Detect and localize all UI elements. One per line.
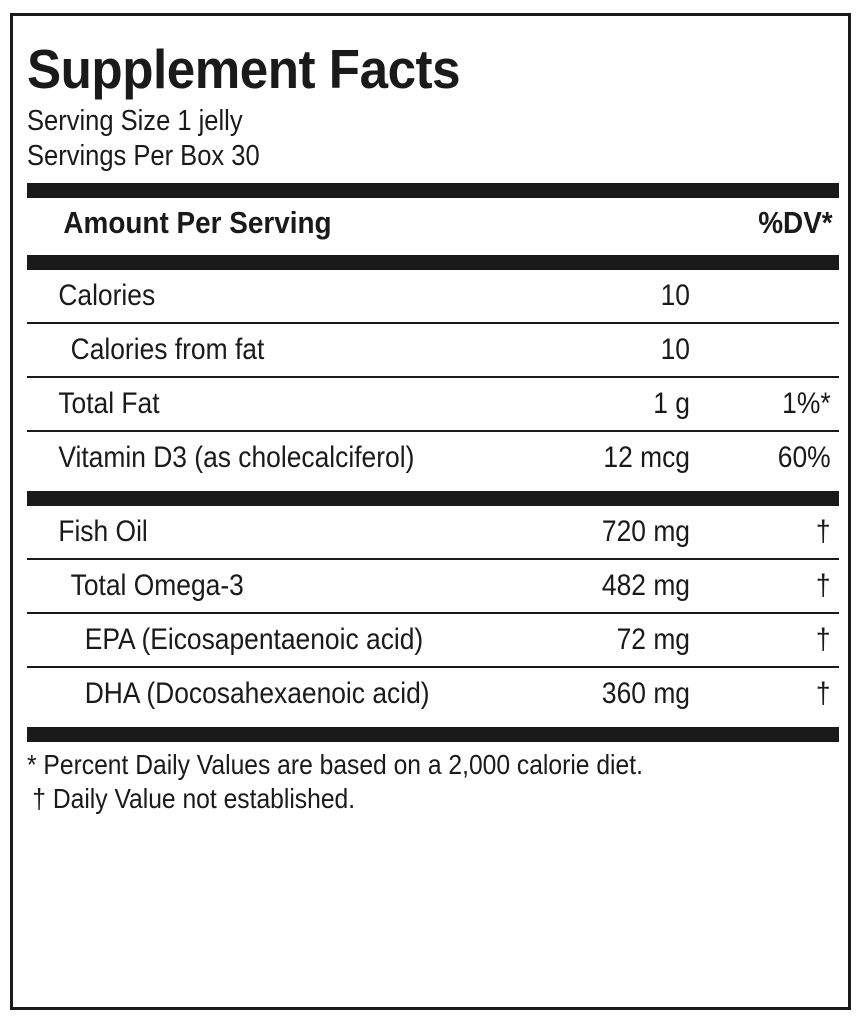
footnotes-section: * Percent Daily Values are based on a 2,… xyxy=(27,742,839,816)
nutrient-daily-value: † xyxy=(815,677,831,710)
nutrient-name: Fish Oil xyxy=(58,515,148,548)
nutrient-amount: 360 mg xyxy=(601,677,690,710)
row-divider xyxy=(27,430,839,432)
row-divider xyxy=(27,322,839,324)
row-divider xyxy=(27,558,839,560)
page-title: Supplement Facts xyxy=(27,38,461,100)
table-row: Total Fat 1 g 1%* xyxy=(27,378,839,430)
nutrient-name: DHA (Docosahexaenoic acid) xyxy=(84,677,430,710)
row-divider xyxy=(27,666,839,668)
table-row: DHA (Docosahexaenoic acid) 360 mg † xyxy=(27,668,839,720)
nutrient-daily-value: 60% xyxy=(777,441,831,474)
serving-size-text: Serving Size 1 jelly xyxy=(27,105,243,137)
nutrient-daily-value: † xyxy=(815,515,831,548)
nutrient-name: Calories xyxy=(58,279,156,312)
table-row: Fish Oil 720 mg † xyxy=(27,506,839,558)
divider-bar-proprietary-blend xyxy=(27,491,839,506)
nutrient-name: Vitamin D3 (as cholecalciferol) xyxy=(58,441,415,474)
nutrient-name: Total Omega-3 xyxy=(70,569,244,602)
nutrient-name: Total Fat xyxy=(58,387,160,420)
nutrient-amount: 482 mg xyxy=(601,569,690,602)
nutrient-daily-value: † xyxy=(815,623,831,656)
nutrient-amount: 12 mcg xyxy=(603,441,690,474)
column-header-row: Amount Per Serving %DV* xyxy=(27,198,839,248)
table-row: Calories from fat 10 xyxy=(27,324,839,376)
table-row: Vitamin D3 (as cholecalciferol) 12 mcg 6… xyxy=(27,432,839,484)
daily-value-header: %DV* xyxy=(758,205,833,240)
nutrient-daily-value: † xyxy=(815,569,831,602)
serving-information: Serving Size 1 jelly Servings Per Box 30 xyxy=(27,104,742,174)
nutrient-amount: 10 xyxy=(660,333,690,366)
table-row: Total Omega-3 482 mg † xyxy=(27,560,839,612)
row-divider xyxy=(27,612,839,614)
nutrient-name: EPA (Eicosapentaenoic acid) xyxy=(84,623,424,656)
row-divider xyxy=(27,376,839,378)
divider-bar-footnotes xyxy=(27,727,839,742)
supplement-facts-content: Supplement Facts Serving Size 1 jelly Se… xyxy=(27,24,839,816)
divider-bar-under-header xyxy=(27,255,839,270)
nutrient-amount: 72 mg xyxy=(616,623,690,656)
divider-bar-top xyxy=(27,183,839,198)
nutrient-name: Calories from fat xyxy=(70,333,265,366)
nutrient-amount: 10 xyxy=(660,279,690,312)
supplement-facts-panel: Supplement Facts Serving Size 1 jelly Se… xyxy=(10,13,851,1010)
footnote-daily-value-not-established: † Daily Value not established. xyxy=(32,783,356,814)
nutrient-amount: 720 mg xyxy=(601,515,690,548)
amount-per-serving-header: Amount Per Serving xyxy=(63,205,332,240)
table-row: EPA (Eicosapentaenoic acid) 72 mg † xyxy=(27,614,839,666)
nutrient-daily-value: 1%* xyxy=(782,387,831,420)
table-row: Calories 10 xyxy=(27,270,839,322)
nutrient-amount: 1 g xyxy=(653,387,690,420)
footnote-percent-daily-value: * Percent Daily Values are based on a 2,… xyxy=(27,749,643,780)
servings-per-container-text: Servings Per Box 30 xyxy=(27,140,260,172)
